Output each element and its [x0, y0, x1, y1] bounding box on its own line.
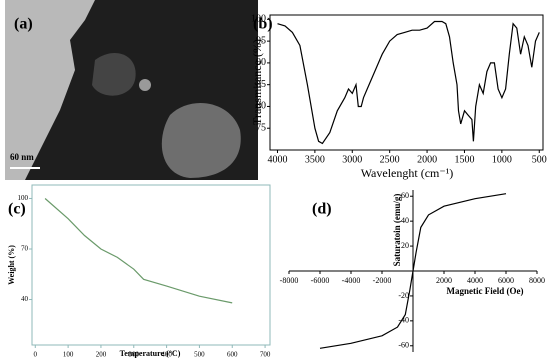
x-tick-label: 6000: [498, 276, 514, 285]
y-tick-label: 85: [256, 79, 266, 90]
x-tick-label: -2000: [373, 276, 392, 285]
x-tick-label: -4000: [342, 276, 361, 285]
panel-label: (a): [14, 16, 33, 33]
x-tick-label: 100: [63, 351, 74, 359]
y-tick-label: 75: [256, 123, 266, 134]
y-tick-label: 100: [251, 14, 266, 25]
panel-label: (b): [253, 16, 273, 33]
panel-label: (c): [8, 201, 26, 218]
plot-frame: [31, 184, 271, 346]
y-axis-label: Transmitance (%): [250, 39, 264, 125]
x-tick-label: 700: [260, 351, 271, 359]
y-tick-label: -60: [398, 341, 409, 350]
y-tick-label: 80: [256, 101, 266, 112]
y-tick-label: -40: [398, 316, 409, 325]
x-axis-label: Magnetic Field (Oe): [447, 286, 524, 296]
x-tick-label: 4000: [467, 276, 483, 285]
x-tick-label: 600: [227, 351, 238, 359]
x-tick-label: 8000: [529, 276, 545, 285]
x-tick-label: 400: [161, 351, 172, 359]
data-line: [319, 193, 507, 349]
x-tick-label: 500: [532, 154, 547, 165]
data-line: [44, 198, 233, 304]
x-tick-label: 1500: [454, 154, 474, 165]
x-tick-label: 2000: [417, 154, 437, 165]
scale-bar-label: 60 nm: [10, 152, 34, 162]
panel-label: (d): [312, 201, 332, 218]
particle-mid: [92, 52, 136, 96]
x-axis-label: Temperature (°C): [120, 349, 181, 358]
y-axis-label: Saturatoin (emu/g): [392, 194, 402, 267]
x-tick-label: 300: [129, 351, 140, 359]
x-tick-label: 0: [34, 351, 38, 359]
y-tick-label: 100: [18, 194, 29, 202]
y-tick-label: 20: [401, 241, 409, 250]
x-tick-label: 2500: [380, 154, 400, 165]
x-tick-label: 1000: [492, 154, 512, 165]
x-tick-label: 4000: [267, 154, 287, 165]
x-tick-label: -6000: [311, 276, 330, 285]
y-axis-label: Weight (%): [7, 245, 16, 285]
y-tick-label: -20: [398, 291, 409, 300]
data-line: [277, 20, 540, 145]
y-tick-label: 40: [21, 295, 29, 303]
y-tick-label: 40: [401, 216, 409, 225]
x-tick-label: 3000: [342, 154, 362, 165]
x-axis-label: Wavelenght (cm⁻¹): [361, 166, 454, 180]
x-tick-label: 500: [194, 351, 205, 359]
x-tick-label: -8000: [280, 276, 299, 285]
y-tick-label: 70: [21, 245, 29, 253]
y-tick-label: 90: [256, 57, 266, 68]
y-tick-label: 95: [256, 35, 266, 46]
x-tick-label: 200: [96, 351, 107, 359]
y-tick-label: 60: [401, 191, 409, 200]
tem-image: 60 nm (a): [5, 0, 258, 180]
particle-spot: [139, 79, 151, 91]
plot-frame: [269, 14, 544, 151]
particle-light: [161, 103, 241, 178]
x-tick-label: 3500: [305, 154, 325, 165]
x-tick-label: 2000: [436, 276, 452, 285]
